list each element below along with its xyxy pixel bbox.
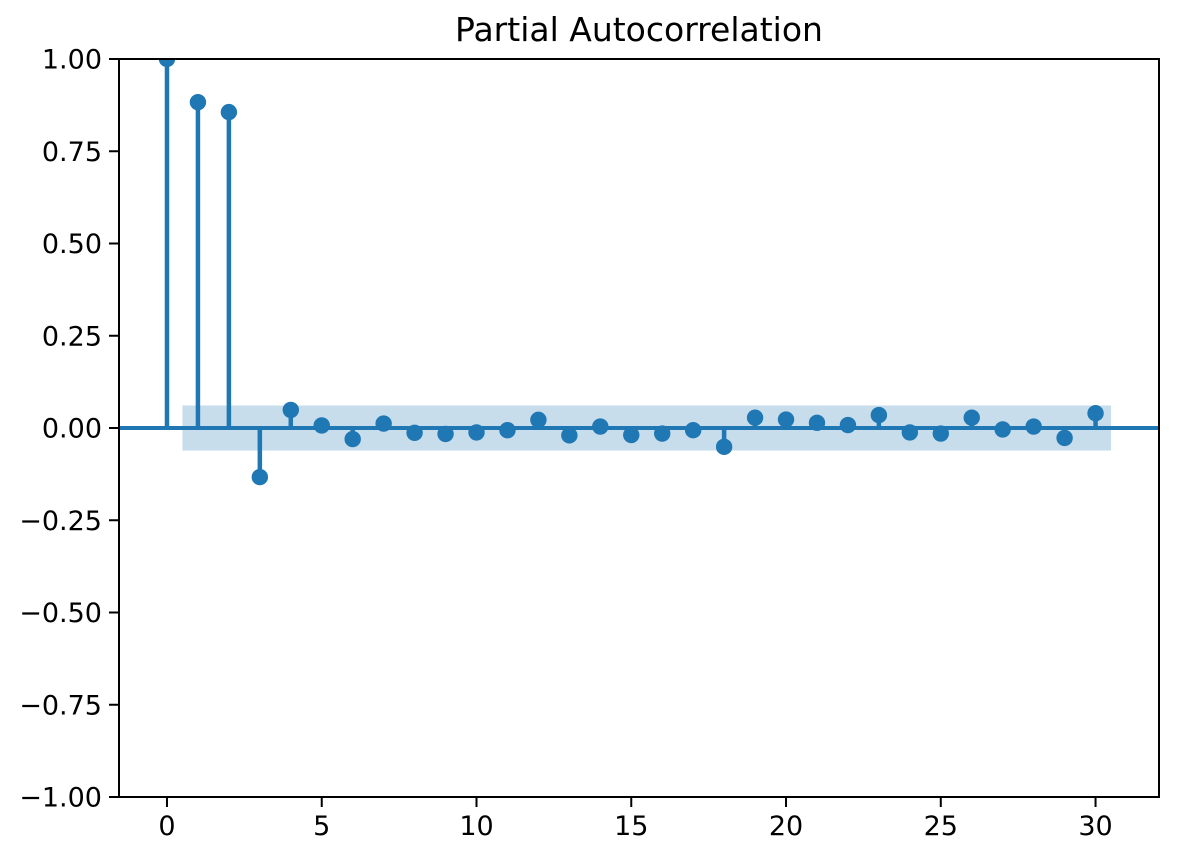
marker-dot [994,421,1011,438]
marker-dot [746,409,764,426]
x-tick-label: 0 [158,811,175,842]
marker-dot [189,93,207,111]
y-tick-label: −0.25 [19,506,102,537]
y-tick-label: −1.00 [19,783,102,814]
y-tick-label: 1.00 [42,45,102,76]
chart-title: Partial Autocorrelation [455,10,823,49]
marker-dot [623,426,640,444]
marker-dot [375,415,392,432]
marker-dot [592,418,609,435]
marker-dot [808,414,826,432]
x-tick-label: 25 [924,811,958,842]
y-tick-label: 0.25 [42,321,102,352]
y-tick-label: 0.50 [42,229,102,260]
marker-dot [1056,429,1073,447]
marker-dot [158,59,176,68]
x-tick-label: 15 [614,811,648,842]
marker-dot [901,424,919,441]
y-tick-label: −0.50 [19,598,102,629]
marker-dot [1087,405,1104,422]
stem-series-layer [158,59,1104,486]
x-tick-label: 30 [1078,811,1112,842]
x-tick-label: 20 [769,811,803,842]
marker-dot [406,424,423,441]
marker-dot [468,424,485,441]
marker-dot [499,422,516,439]
marker-dot [870,406,888,424]
x-tick-label: 10 [459,811,493,842]
marker-dot [932,425,949,442]
marker-dot [282,401,299,419]
y-tick-label: −0.75 [19,690,102,721]
marker-dot [777,411,795,428]
marker-dot [1025,418,1042,435]
x-tick-label: 5 [313,811,330,842]
marker-dot [344,430,361,448]
plot-border [118,58,1160,798]
marker-dot [313,417,330,434]
marker-dot [715,438,733,456]
marker-dot [684,422,702,439]
marker-dot [561,427,578,444]
axis-layer: 0 5 10 15 20 25 30 1.00 0.75 0.50 0.25 0.00 −0.25 −0.… [19,45,1112,843]
y-tick-label: 0.75 [42,137,102,168]
marker-dot [251,468,269,486]
marker-dot [530,411,547,429]
marker-dot [654,425,671,442]
marker-dot [437,425,454,443]
marker-dot [963,409,980,426]
marker-dot [839,416,857,434]
y-tick-label: 0.00 [42,414,102,445]
marker-dot [220,103,238,121]
